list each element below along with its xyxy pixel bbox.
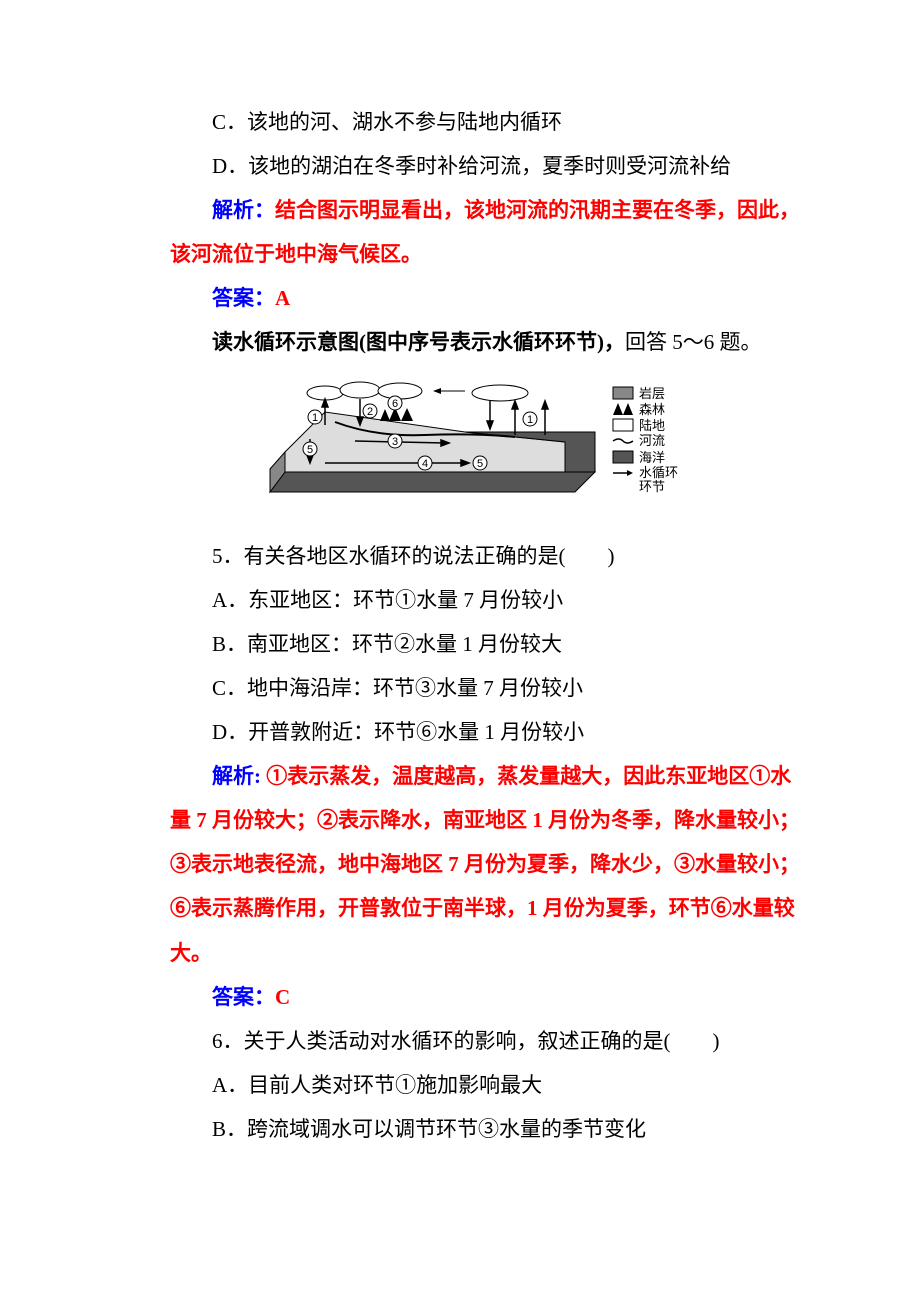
ocean-front (270, 472, 595, 492)
answer-label: 答案： (212, 985, 275, 1009)
q6-stem: 6．关于人类活动对水循环的影响，叙述正确的是( ) (170, 1019, 800, 1063)
legend-river: 河流 (639, 433, 665, 448)
analysis-label: 解析： (212, 198, 275, 222)
q5-analysis: 解析: ①表示蒸发，温度越高，蒸发量越大，因此东亚地区①水量 7 月份较大；②表… (170, 754, 800, 974)
legend-land: 陆地 (639, 418, 665, 433)
intro-5-6-tail: 回答 5～6 题。 (625, 330, 762, 354)
q5-option-d: D．开普敦附近：环节⑥水量 1 月份较小 (170, 710, 800, 754)
q6-option-a: A．目前人类对环节①施加影响最大 (170, 1063, 800, 1107)
q5-stem: 5．有关各地区水循环的说法正确的是( ) (170, 534, 800, 578)
answer-label: 答案： (212, 286, 275, 310)
legend-cycle-2: 环节 (639, 479, 665, 494)
svg-text:3: 3 (392, 436, 398, 448)
q5-answer-value: C (275, 985, 290, 1009)
intro-5-6: 读水循环示意图(图中序号表示水循环环节)，回答 5～6 题。 (170, 320, 800, 364)
q5-answer: 答案：C (170, 975, 800, 1019)
svg-text:6: 6 (392, 398, 398, 410)
svg-text:1: 1 (312, 412, 318, 424)
q5-option-a: A．东亚地区：环节①水量 7 月份较小 (170, 578, 800, 622)
svg-text:4: 4 (422, 458, 428, 470)
intro-5-6-bold: 读水循环示意图(图中序号表示水循环环节)， (212, 330, 625, 354)
q6-option-b: B．跨流域调水可以调节环节③水量的季节变化 (170, 1107, 800, 1151)
svg-text:1: 1 (527, 414, 533, 426)
analysis-label: 解析: (212, 764, 261, 788)
svg-text:2: 2 (367, 406, 373, 418)
legend-ocean: 海洋 (639, 450, 665, 465)
q5-analysis-text: ①表示蒸发，温度越高，蒸发量越大，因此东亚地区①水量 7 月份较大；②表示降水，… (170, 764, 800, 964)
legend-forest: 森林 (639, 402, 665, 417)
water-cycle-figure: 1 2 3 4 5 6 1 5 (265, 377, 705, 507)
legend-rock: 岩层 (639, 386, 665, 401)
q4-option-c: C．该地的河、湖水不参与陆地内循环 (170, 100, 800, 144)
q4-answer: 答案：A (170, 276, 800, 320)
q4-option-d: D．该地的湖泊在冬季时补给河流，夏季时则受河流补给 (170, 144, 800, 188)
diagram-block: 1 2 3 4 5 6 1 5 (270, 382, 595, 492)
q4-analysis: 解析：结合图示明显看出，该地河流的汛期主要在冬季，因此，该河流位于地中海气候区。 (170, 188, 800, 276)
legend-cycle-1: 水循环 (639, 465, 678, 480)
q4-answer-value: A (275, 286, 290, 310)
clouds-icon (307, 382, 528, 401)
figure-legend: 岩层 森林 陆地 河流 海洋 水循环 环节 (613, 386, 678, 494)
figure-container: 1 2 3 4 5 6 1 5 (170, 377, 800, 522)
svg-text:5: 5 (477, 458, 483, 470)
q5-option-c: C．地中海沿岸：环节③水量 7 月份较小 (170, 666, 800, 710)
q5-option-b: B．南亚地区：环节②水量 1 月份较大 (170, 622, 800, 666)
svg-text:5: 5 (307, 444, 313, 456)
